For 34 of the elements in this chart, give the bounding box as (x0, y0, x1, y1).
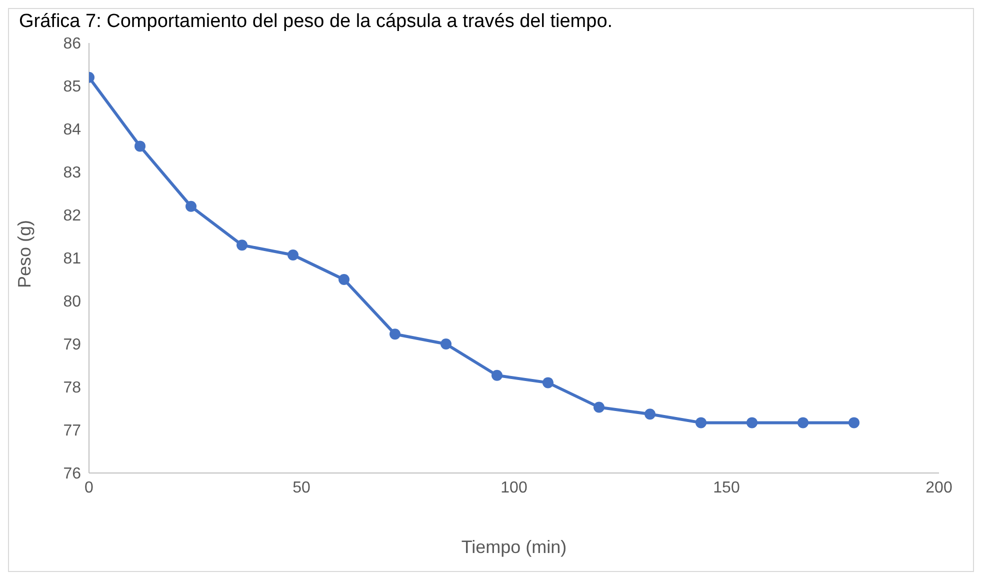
point (542, 377, 554, 388)
chart-title: Gráfica 7: Comportamiento del peso de la cápsula a través del tiempo. (18, 10, 614, 33)
x-tick-label: 150 (713, 479, 740, 496)
y-tick-label: 78 (63, 380, 82, 397)
point (288, 249, 298, 260)
point (848, 417, 860, 428)
y-tick-label: 77 (63, 422, 82, 440)
y-axis-title: Peso (g) (14, 220, 34, 288)
x-tick-label: 50 (292, 479, 310, 496)
point (746, 417, 758, 428)
point (390, 328, 400, 340)
y-tick-label: 80 (63, 294, 82, 311)
point (696, 417, 706, 428)
y-tick-label: 76 (63, 466, 82, 483)
y-tick-label: 83 (63, 164, 82, 182)
point (236, 240, 248, 251)
point (186, 200, 196, 212)
point (440, 338, 452, 350)
x-tick-label: 200 (926, 479, 952, 496)
point (594, 402, 604, 413)
y-tick-label: 81 (63, 250, 82, 268)
point (134, 140, 146, 152)
y-tick-label: 79 (63, 336, 82, 354)
x-tick-label: 100 (500, 479, 528, 496)
y-tick-label: 84 (63, 122, 82, 139)
point (338, 274, 350, 285)
x-tick-label: 0 (84, 479, 94, 496)
y-tick-label: 85 (63, 78, 82, 96)
point (492, 370, 502, 381)
point (798, 417, 808, 428)
y-tick-label: 82 (63, 208, 82, 225)
y-tick-label: 86 (63, 36, 82, 53)
x-axis-title: Tiempo (min) (461, 537, 567, 557)
point (644, 408, 656, 420)
